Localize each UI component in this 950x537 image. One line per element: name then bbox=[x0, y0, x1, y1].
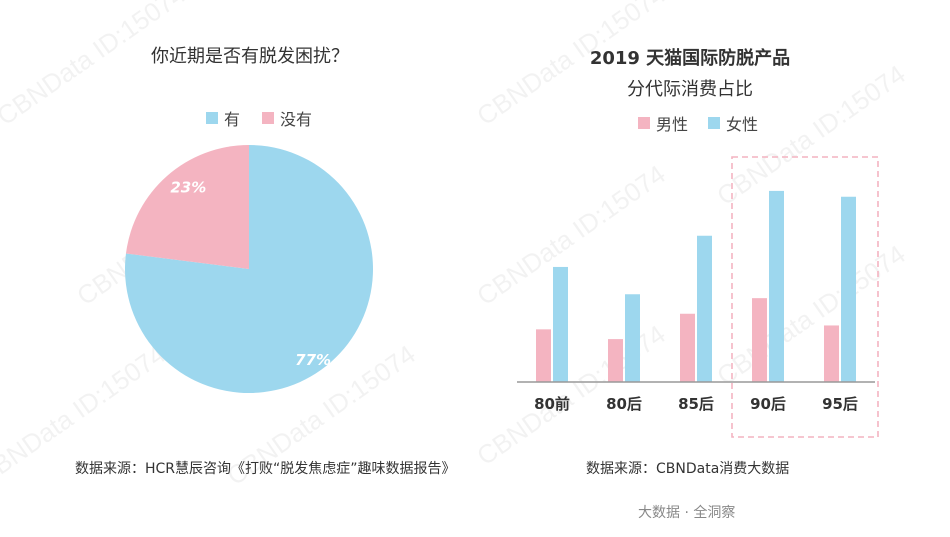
pie-legend: 有 没有 bbox=[206, 106, 312, 130]
pie-slice-no bbox=[125, 145, 249, 269]
bar-male-80后 bbox=[608, 339, 623, 382]
bar-female-95后 bbox=[841, 196, 856, 382]
legend-label-female: 女性 bbox=[726, 115, 759, 134]
pie-chart-title: 你近期是否有脱发困扰？ bbox=[151, 46, 349, 67]
bar-female-80后 bbox=[625, 294, 640, 382]
highlight-box bbox=[731, 156, 879, 438]
legend-swatch-yes bbox=[206, 112, 218, 124]
pie-chart: 77% 23% bbox=[125, 145, 373, 393]
x-tick-label: 95后 bbox=[822, 395, 858, 413]
bar-chart-title-line2: 分代际消费占比 bbox=[627, 79, 753, 100]
left-source-note: 数据来源：HCR慧辰咨询《打败“脱发焦虑症”趣味数据报告》 bbox=[75, 461, 456, 477]
bar-chart-title-line1: 2019 天猫国际防脱产品 bbox=[589, 48, 791, 69]
pie-value-label-no: 23% bbox=[170, 179, 206, 197]
x-tick-label: 80前 bbox=[534, 395, 570, 413]
bar-chart: 80前 80后 85后 90后 95后 bbox=[517, 156, 879, 438]
x-tick-label: 90后 bbox=[750, 395, 786, 413]
x-tick-label: 80后 bbox=[606, 395, 642, 413]
legend-label-yes: 有 bbox=[224, 110, 241, 129]
bar-female-85后 bbox=[697, 235, 712, 382]
pie-value-label-yes: 77% bbox=[295, 351, 331, 369]
bar-male-95后 bbox=[824, 325, 839, 382]
footer-tagline: 大数据 · 全洞察 bbox=[638, 505, 736, 521]
bar-female-90后 bbox=[769, 190, 784, 382]
bar-female-80前 bbox=[553, 266, 568, 382]
bar-male-85后 bbox=[680, 313, 695, 382]
legend-swatch-female bbox=[708, 117, 721, 129]
legend-label-male: 男性 bbox=[656, 115, 689, 134]
legend-swatch-no bbox=[262, 112, 275, 124]
legend-swatch-male bbox=[638, 117, 650, 129]
right-source-note: 数据来源：CBNData消费大数据 bbox=[586, 461, 790, 477]
x-tick-label: 85后 bbox=[678, 395, 714, 413]
bar-male-90后 bbox=[752, 298, 767, 382]
bar-legend: 男性 女性 bbox=[638, 111, 758, 135]
bar-male-80前 bbox=[536, 329, 551, 382]
legend-label-no: 没有 bbox=[280, 110, 313, 129]
